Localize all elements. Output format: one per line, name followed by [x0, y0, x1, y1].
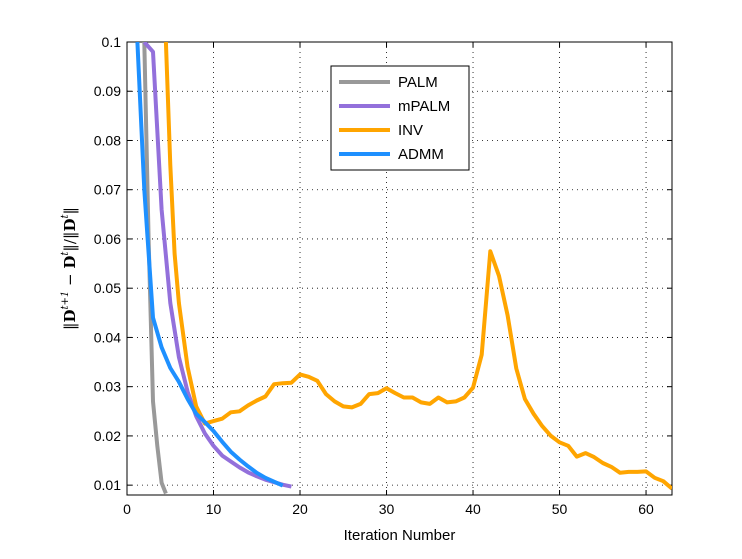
x-tick-label: 10 — [206, 501, 222, 517]
y-tick-label: 0.07 — [94, 182, 121, 198]
y-tick-label: 0.09 — [94, 83, 121, 99]
series-layer — [135, 42, 672, 495]
ylabel-D3: D — [61, 219, 79, 232]
y-tick-label: 0.01 — [94, 477, 121, 493]
ylabel-D1: D — [61, 310, 79, 323]
x-tick-label: 0 — [123, 501, 131, 517]
ylabel-norm-div: ‖/‖ — [61, 232, 79, 252]
ylabel-sup3: t — [60, 214, 71, 219]
y-tick-label: 0.04 — [94, 329, 121, 345]
y-tick-label: 0.08 — [94, 132, 121, 148]
ylabel-sup2: t — [60, 251, 71, 256]
y-tick-label: 0.02 — [94, 428, 121, 444]
y-tick-label: 0.1 — [102, 34, 122, 50]
legend-label-admm: ADMM — [398, 146, 444, 163]
y-tick-label: 0.03 — [94, 379, 121, 395]
y-axis-label: ‖Dt+1 − Dt‖/‖Dt‖ — [60, 207, 79, 330]
legend-label-palm: PALM — [398, 74, 438, 91]
legend-label-inv: INV — [398, 122, 423, 139]
x-tick-label: 30 — [379, 501, 395, 517]
series-line-admm — [135, 42, 284, 488]
ylabel-minus: − — [61, 269, 79, 291]
x-tick-label: 50 — [552, 501, 568, 517]
ylabel-D2: D — [61, 256, 79, 269]
y-tick-label: 0.06 — [94, 231, 121, 247]
ylabel-norm-close: ‖ — [61, 207, 79, 215]
axis-ticks: 0 10 20 30 40 50 60 0.01 0.02 0.03 0.04 0.05 0.06 0.0… — [94, 34, 672, 517]
series-line-inv — [163, 42, 672, 491]
ylabel-sup1: t+1 — [60, 291, 71, 310]
x-tick-label: 60 — [638, 501, 654, 517]
ylabel-norm-open: ‖ — [61, 323, 79, 331]
legend: PALM mPALM INV ADMM — [330, 65, 470, 171]
plot-frame — [126, 41, 673, 496]
x-axis-label: Iteration Number — [344, 527, 456, 544]
legend-label-mpalm: mPALM — [398, 98, 450, 115]
series-line-palm — [142, 42, 168, 495]
y-tick-label: 0.05 — [94, 280, 121, 296]
x-tick-label: 20 — [292, 501, 308, 517]
x-tick-label: 40 — [465, 501, 481, 517]
